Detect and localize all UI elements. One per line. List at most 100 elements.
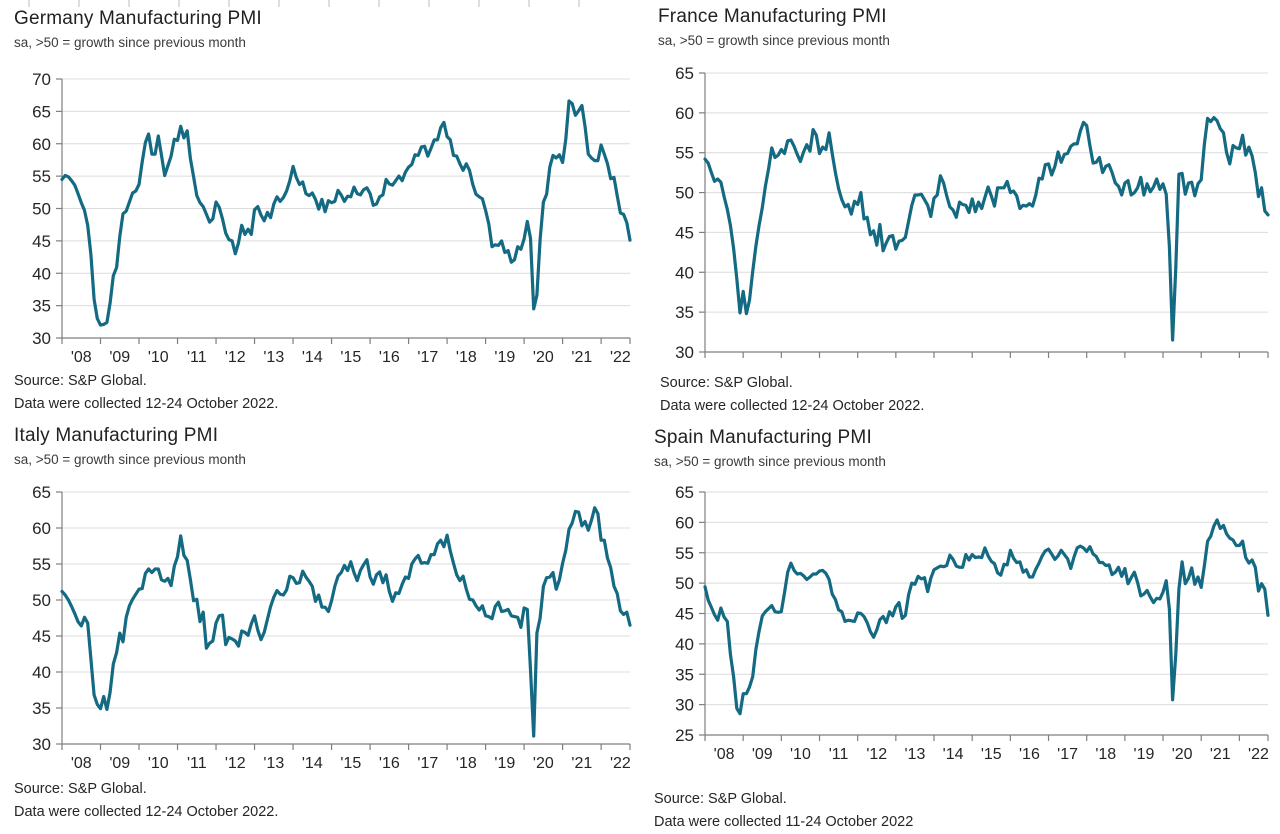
y-axis-label: 50	[675, 184, 694, 203]
x-axis-label: '19	[494, 755, 515, 772]
x-axis-label: '09	[109, 349, 130, 366]
y-axis-label: 50	[32, 200, 51, 219]
x-axis-label: '18	[456, 755, 477, 772]
pmi-line	[703, 115, 1270, 342]
x-axis-label: '22	[610, 349, 631, 366]
chart-subtitle-italy: sa, >50 = growth since previous month	[14, 452, 246, 467]
source-line: Source: S&P Global.	[14, 373, 147, 389]
chart-title-germany: Germany Manufacturing PMI	[14, 8, 262, 29]
y-axis-label: 50	[32, 591, 51, 610]
x-axis-label: '14	[943, 746, 964, 763]
y-axis-label: 65	[32, 102, 51, 121]
collection-note: Data were collected 12-24 October 2022.	[14, 804, 279, 820]
chart-subtitle-france: sa, >50 = growth since previous month	[658, 33, 890, 48]
x-axis-label: '15	[340, 755, 361, 772]
y-axis-label: 70	[32, 70, 51, 89]
y-axis-label: 40	[32, 663, 51, 682]
y-axis-label: 40	[32, 264, 51, 283]
x-axis-label: '11	[187, 349, 207, 366]
y-axis-label: 55	[32, 555, 51, 574]
x-axis-label: '08	[71, 755, 92, 772]
y-axis-label: 30	[675, 696, 694, 715]
x-axis-label: '14	[302, 349, 323, 366]
collection-note: Data were collected 12-24 October 2022.	[660, 398, 925, 414]
x-axis-label: '22	[610, 755, 631, 772]
y-axis-label: 55	[675, 144, 694, 163]
y-axis-label: 45	[675, 605, 694, 624]
pmi-line	[703, 518, 1270, 716]
chart-subtitle-germany: sa, >50 = growth since previous month	[14, 35, 246, 50]
source-note-germany: Source: S&P Global. Data were collected …	[14, 370, 278, 416]
x-axis-label: '15	[340, 349, 361, 366]
source-note-spain: Source: S&P Global. Data were collected …	[654, 788, 913, 834]
pmi-chart-italy: 30 35 40 45 50 55 60 65 '08 '09 '10 '11 '12 '13 '14 '15…	[32, 483, 632, 772]
y-axis-label: 65	[675, 483, 694, 502]
y-axis-label: 30	[32, 329, 51, 348]
source-line: Source: S&P Global.	[14, 781, 147, 797]
pmi-line	[60, 99, 632, 327]
source-note-italy: Source: S&P Global. Data were collected …	[14, 778, 278, 824]
x-axis-label: '16	[1019, 746, 1040, 763]
x-axis-label: '09	[752, 746, 773, 763]
x-axis-label: '10	[148, 349, 169, 366]
y-axis-label: 45	[675, 223, 694, 242]
chart-subtitle-spain: sa, >50 = growth since previous month	[654, 454, 886, 469]
x-axis-label: '16	[379, 349, 400, 366]
x-axis-label: '08	[71, 349, 92, 366]
y-axis-label: 60	[32, 135, 51, 154]
pmi-chart-germany: 30 35 40 45 50 55 60 65 70 '08 '09 '10 '11 '12 '13 '14 '…	[32, 70, 632, 366]
y-axis-label: 60	[675, 104, 694, 123]
y-axis-label: 55	[675, 544, 694, 563]
y-axis-label: 25	[675, 726, 694, 745]
panel-spain: Spain Manufacturing PMI sa, >50 = growth…	[640, 415, 1280, 830]
pmi-chart-france: 30 35 40 45 50 55 60 65	[675, 64, 1270, 362]
collection-note: Data were collected 11-24 October 2022	[654, 814, 914, 830]
x-axis-label: '21	[1210, 746, 1231, 763]
source-note-france: Source: S&P Global. Data were collected …	[660, 372, 924, 418]
x-axis-label: '21	[571, 755, 592, 772]
x-axis-label: '13	[263, 349, 284, 366]
x-axis-label: '18	[1095, 746, 1116, 763]
cropped-chart-remnant-ticks	[28, 0, 588, 7]
x-axis-label: '22	[1248, 746, 1269, 763]
y-axis-label: 45	[32, 232, 51, 251]
chart-title-italy: Italy Manufacturing PMI	[14, 425, 219, 446]
chart-title-france: France Manufacturing PMI	[658, 6, 887, 27]
x-axis-label: '16	[379, 755, 400, 772]
y-axis-label: 35	[32, 699, 51, 718]
y-axis-label: 60	[32, 519, 51, 538]
x-axis-label: '12	[866, 746, 887, 763]
x-axis-label: '11	[829, 746, 849, 763]
y-axis-label: 55	[32, 167, 51, 186]
y-axis-label: 30	[675, 343, 694, 362]
y-axis-label: 45	[32, 627, 51, 646]
chart-title-spain: Spain Manufacturing PMI	[654, 427, 872, 448]
x-axis-label: '11	[187, 755, 207, 772]
x-axis-label: '21	[571, 349, 592, 366]
y-axis-label: 65	[675, 64, 694, 83]
y-axis-label: 35	[675, 303, 694, 322]
x-axis-label: '17	[417, 349, 438, 366]
y-axis-label: 35	[32, 297, 51, 316]
pmi-chart-spain: 25 30 35 40 45 50 55 60 65 '08 '09 '10 '11 '12 '13 '14 '…	[675, 483, 1270, 763]
panel-italy: Italy Manufacturing PMI sa, >50 = growth…	[0, 415, 640, 830]
x-axis-label: '18	[456, 349, 477, 366]
x-axis-label: '10	[148, 755, 169, 772]
x-axis-label: '09	[109, 755, 130, 772]
y-axis-label: 40	[675, 263, 694, 282]
x-axis-label: '14	[302, 755, 323, 772]
panel-france: France Manufacturing PMI sa, >50 = growt…	[640, 0, 1280, 415]
x-axis-label: '20	[1172, 746, 1193, 763]
x-axis-label: '19	[1134, 746, 1155, 763]
pmi-line	[60, 506, 632, 738]
x-axis-label: '12	[225, 755, 246, 772]
x-axis-label: '13	[263, 755, 284, 772]
x-axis-label: '20	[533, 755, 554, 772]
source-line: Source: S&P Global.	[660, 375, 793, 391]
x-axis-label: '15	[981, 746, 1002, 763]
y-axis-label: 60	[675, 513, 694, 532]
collection-note: Data were collected 12-24 October 2022.	[14, 396, 279, 412]
x-axis-label: '13	[905, 746, 926, 763]
x-axis-label: '20	[533, 349, 554, 366]
